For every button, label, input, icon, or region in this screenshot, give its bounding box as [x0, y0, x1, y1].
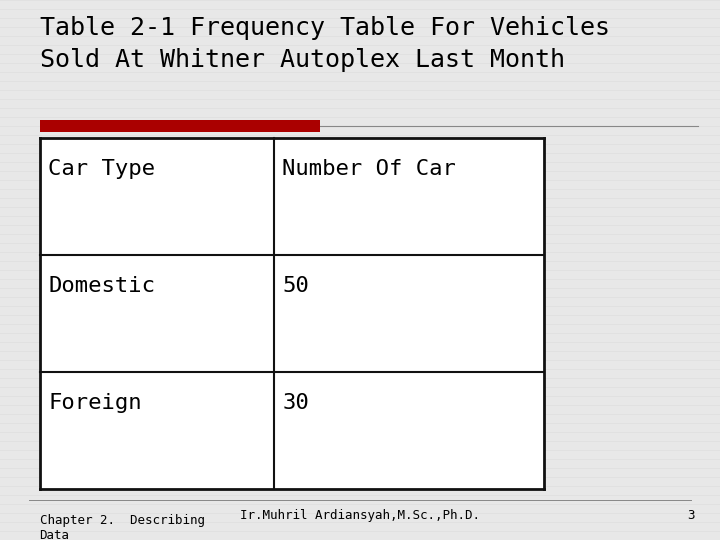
- Text: Table 2-1 Frequency Table For Vehicles
Sold At Whitner Autoplex Last Month: Table 2-1 Frequency Table For Vehicles S…: [40, 16, 610, 72]
- Text: Number Of Car: Number Of Car: [282, 159, 456, 179]
- Text: 50: 50: [282, 276, 309, 296]
- Bar: [40, 120, 320, 132]
- Text: Foreign: Foreign: [48, 393, 142, 413]
- Text: Domestic: Domestic: [48, 276, 156, 296]
- Text: 30: 30: [282, 393, 309, 413]
- Text: Ir.Muhril Ardiansyah,M.Sc.,Ph.D.: Ir.Muhril Ardiansyah,M.Sc.,Ph.D.: [240, 509, 480, 522]
- Text: Car Type: Car Type: [48, 159, 156, 179]
- Text: 3: 3: [688, 509, 695, 522]
- Bar: [40, 138, 544, 489]
- Text: Chapter 2.  Describing
Data: Chapter 2. Describing Data: [40, 514, 204, 540]
